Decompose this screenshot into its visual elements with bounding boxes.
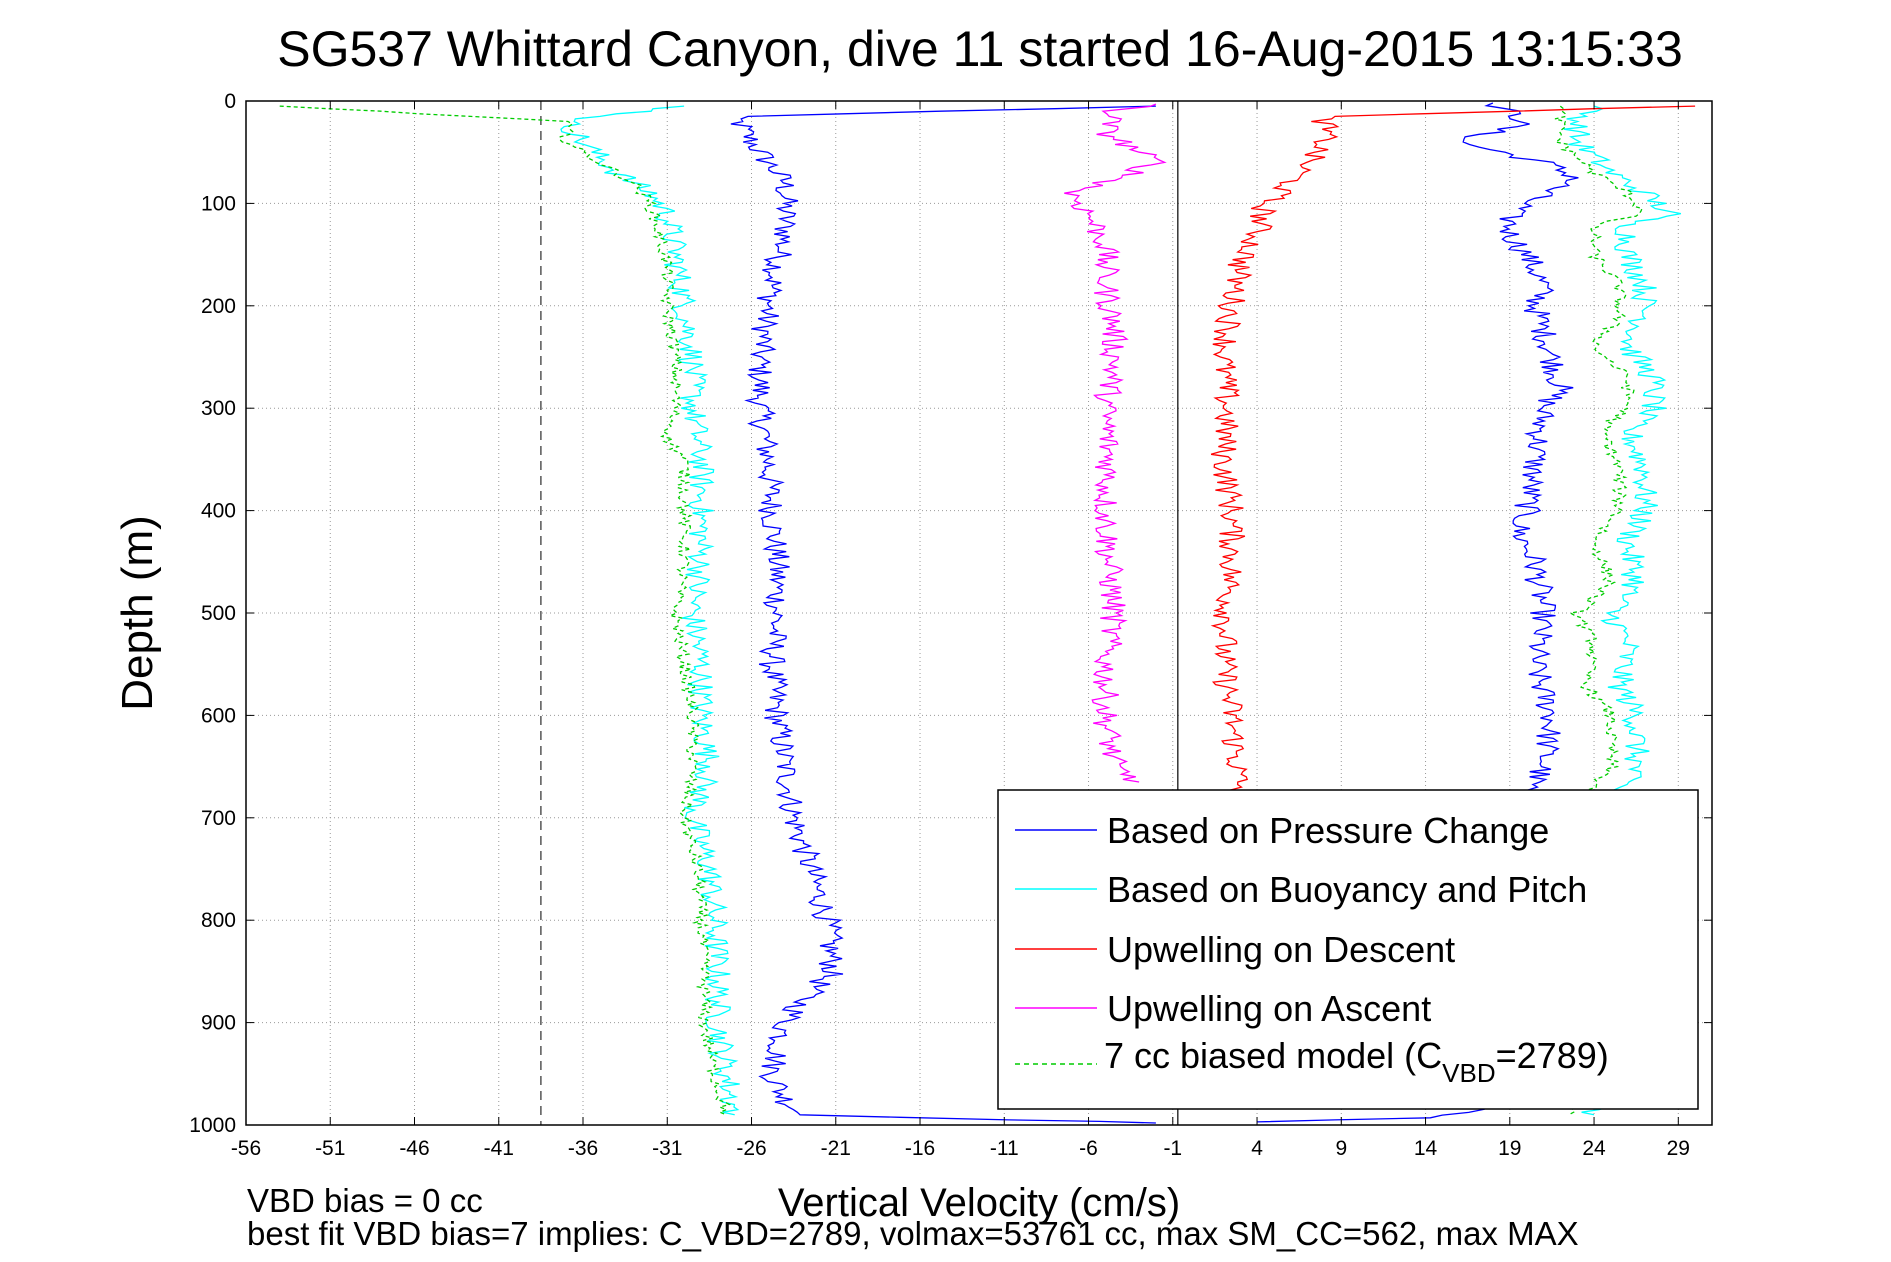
- x-tick-label: -41: [484, 1137, 514, 1160]
- chart-title: SG537 Whittard Canyon, dive 11 started 1…: [277, 21, 1683, 77]
- y-tick-label: 800: [201, 909, 236, 932]
- x-tick-label: -16: [905, 1137, 935, 1160]
- y-tick-label: 900: [201, 1012, 236, 1035]
- x-tick-label: -6: [1079, 1137, 1098, 1160]
- x-axis-label: Vertical Velocity (cm/s): [778, 1181, 1180, 1225]
- y-tick-label: 700: [201, 807, 236, 830]
- x-axis-ticks: -56 -51 -46 -41 -36 -31 -26 -21 -16 -11 -6 -1 4 9 14 19…: [231, 101, 1690, 1160]
- series-line-model-ascent: [1554, 105, 1643, 1116]
- y-tick-label: 300: [201, 397, 236, 420]
- y-tick-label: 600: [201, 704, 236, 727]
- x-tick-label: 29: [1667, 1137, 1690, 1160]
- y-tick-label: 1000: [189, 1114, 236, 1137]
- legend-biased-suffix: =2789): [1496, 1035, 1609, 1076]
- vbd-bias-note: VBD bias = 0 cc: [247, 1182, 483, 1219]
- legend: Based on Pressure Change Based on Buoyan…: [997, 789, 1699, 1110]
- y-tick-label: 400: [201, 500, 236, 523]
- x-tick-label: -26: [736, 1137, 766, 1160]
- series-line-pressure-descent: [730, 105, 1156, 1124]
- y-axis-ticks: 0 100 200 300 400 500 600 700 800 900 1000: [189, 90, 1712, 1137]
- x-tick-label: -31: [652, 1137, 682, 1160]
- legend-label-descent: Upwelling on Descent: [1107, 929, 1455, 970]
- legend-label-buoyancy: Based on Buoyancy and Pitch: [1107, 869, 1587, 910]
- legend-label-ascent: Upwelling on Ascent: [1107, 988, 1431, 1029]
- x-tick-label: 4: [1251, 1137, 1263, 1160]
- x-tick-label: -1: [1163, 1137, 1182, 1160]
- legend-box: [997, 789, 1699, 1110]
- x-tick-label: -46: [399, 1137, 429, 1160]
- series-line-model-descent: [279, 105, 731, 1116]
- x-tick-label: -21: [821, 1137, 851, 1160]
- best-fit-note: best fit VBD bias=7 implies: C_VBD=2789,…: [247, 1215, 1579, 1252]
- legend-label-biased-model: 7 cc biased model (CVBD=2789): [1104, 1035, 1609, 1088]
- x-tick-label: -51: [315, 1137, 345, 1160]
- legend-biased-subscript: VBD: [1442, 1058, 1495, 1088]
- series-line-ascent: [1064, 103, 1167, 783]
- x-tick-label: -36: [568, 1137, 598, 1160]
- x-tick-label: -56: [231, 1137, 261, 1160]
- x-tick-label: 9: [1335, 1137, 1347, 1160]
- y-tick-label: 500: [201, 602, 236, 625]
- legend-biased-prefix: 7 cc biased model (C: [1104, 1035, 1442, 1076]
- y-tick-label: 100: [201, 192, 236, 215]
- series-line-buoyancy-descent: [560, 105, 740, 1116]
- x-tick-label: 19: [1498, 1137, 1521, 1160]
- y-axis-label: Depth (m): [113, 515, 162, 711]
- data-series: [279, 102, 1696, 1124]
- y-tick-label: 200: [201, 295, 236, 318]
- x-tick-label: 24: [1582, 1137, 1606, 1160]
- x-tick-label: 14: [1414, 1137, 1438, 1160]
- x-tick-label: -11: [990, 1137, 1019, 1160]
- y-tick-label: 0: [224, 90, 236, 113]
- legend-label-pressure: Based on Pressure Change: [1107, 810, 1549, 851]
- series-line-descent: [1210, 105, 1696, 798]
